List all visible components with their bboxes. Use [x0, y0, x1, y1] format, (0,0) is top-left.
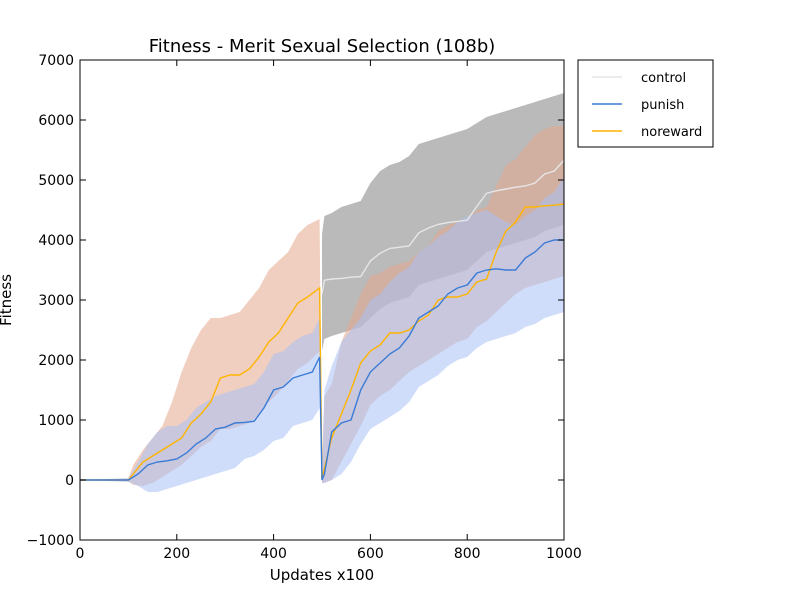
- chart-title: Fitness - Merit Sexual Selection (108b): [149, 36, 496, 57]
- punish-line: [80, 239, 564, 481]
- y-tick-label: −1000: [27, 533, 74, 549]
- x-tick-label: 200: [163, 546, 190, 562]
- y-tick-label: 3000: [38, 293, 74, 309]
- y-tick-label: 0: [65, 473, 74, 489]
- legend-label-noreward: noreward: [641, 125, 702, 140]
- legend-label-punish: punish: [641, 98, 684, 113]
- series-lines: [80, 159, 565, 481]
- y-axis-ticks: −1000 0 1000 2000 3000 4000 5000 6000 7000: [27, 53, 564, 549]
- x-axis-ticks: 0 200 400 600 800 1000: [76, 60, 582, 562]
- x-axis-label: Updates x100: [270, 566, 374, 584]
- y-tick-label: 1000: [38, 413, 74, 429]
- noreward-line: [80, 203, 565, 481]
- y-tick-label: 4000: [38, 233, 74, 249]
- y-tick-label: 6000: [38, 113, 74, 129]
- x-tick-label: 400: [260, 546, 287, 562]
- x-tick-label: 1000: [546, 546, 582, 562]
- legend: control punish noreward: [577, 59, 714, 148]
- control-line: [321, 159, 565, 295]
- y-axis-label: Fitness: [0, 274, 15, 326]
- x-tick-label: 800: [454, 546, 481, 562]
- x-tick-label: 600: [357, 546, 384, 562]
- y-tick-label: 7000: [38, 53, 74, 69]
- y-tick-label: 2000: [38, 353, 74, 369]
- x-tick-label: 0: [76, 546, 85, 562]
- y-tick-label: 5000: [38, 173, 74, 189]
- legend-label-control: control: [641, 71, 686, 86]
- noreward-band: [80, 126, 564, 486]
